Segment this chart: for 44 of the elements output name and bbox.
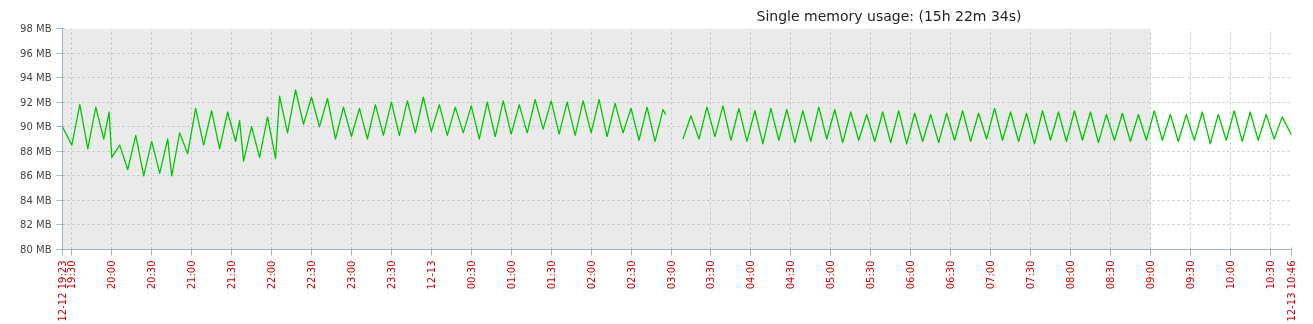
- x-tick-label: 20:00: [106, 260, 118, 290]
- x-tick-label: 06:30: [945, 260, 957, 290]
- x-tick-label: 10:30: [1264, 260, 1276, 290]
- x-tick-label: 12-12 19:23: [57, 260, 68, 322]
- y-tick-label: 86 MB: [20, 170, 52, 182]
- x-tick-label: 06:00: [905, 260, 917, 290]
- x-tick-label: 09:00: [1144, 260, 1156, 290]
- x-tick-label: 01:00: [505, 260, 517, 290]
- x-tick-label: 08:30: [1104, 260, 1116, 290]
- y-tick-label: 96 MB: [20, 47, 52, 59]
- x-tick-label: 21:00: [186, 260, 198, 290]
- x-tick-label: 07:00: [985, 260, 997, 290]
- chart-title: Single memory usage: (15h 22m 34s): [756, 7, 1022, 24]
- x-tick-label: 22:30: [306, 260, 317, 290]
- x-tick-label: 02:30: [625, 260, 637, 290]
- y-tick-label: 82 MB: [20, 219, 52, 231]
- y-tick-label: 84 MB: [20, 194, 52, 206]
- x-tick-label: 09:30: [1184, 260, 1196, 290]
- x-tick-label: 03:30: [705, 260, 717, 290]
- x-tick-label: 02:00: [585, 260, 597, 290]
- x-tick-label: 23:00: [345, 260, 357, 290]
- x-tick-label: 20:30: [146, 260, 158, 290]
- x-tick-label: 23:30: [385, 260, 397, 290]
- x-tick-label: 08:00: [1064, 260, 1076, 290]
- x-tick-label: 05:30: [865, 260, 877, 290]
- x-tick-label: 10:00: [1224, 260, 1236, 290]
- x-tick-label: 05:00: [825, 260, 837, 290]
- y-tick-label: 90 MB: [20, 121, 52, 133]
- x-tick-label: 01:30: [545, 260, 557, 290]
- x-tick-label: 22:00: [266, 260, 278, 290]
- x-tick-label: 03:00: [665, 260, 677, 290]
- y-tick-label: 98 MB: [20, 23, 52, 34]
- x-tick-label: 04:30: [785, 260, 797, 290]
- y-tick-label: 80 MB: [20, 244, 52, 255]
- x-tick-label: 04:00: [745, 260, 757, 290]
- x-tick-label: 00:30: [465, 260, 477, 290]
- y-tick-label: 94 MB: [20, 72, 52, 84]
- y-tick-label: 92 MB: [20, 96, 52, 108]
- y-tick-label: 88 MB: [20, 145, 52, 157]
- x-tick-label: 12-13: [425, 260, 437, 290]
- x-tick-label: 12-13 10:46: [1286, 260, 1297, 322]
- x-tick-label: 21:30: [226, 260, 238, 290]
- x-tick-label: 07:30: [1025, 260, 1037, 290]
- x-tick-label: 19:30: [66, 260, 78, 290]
